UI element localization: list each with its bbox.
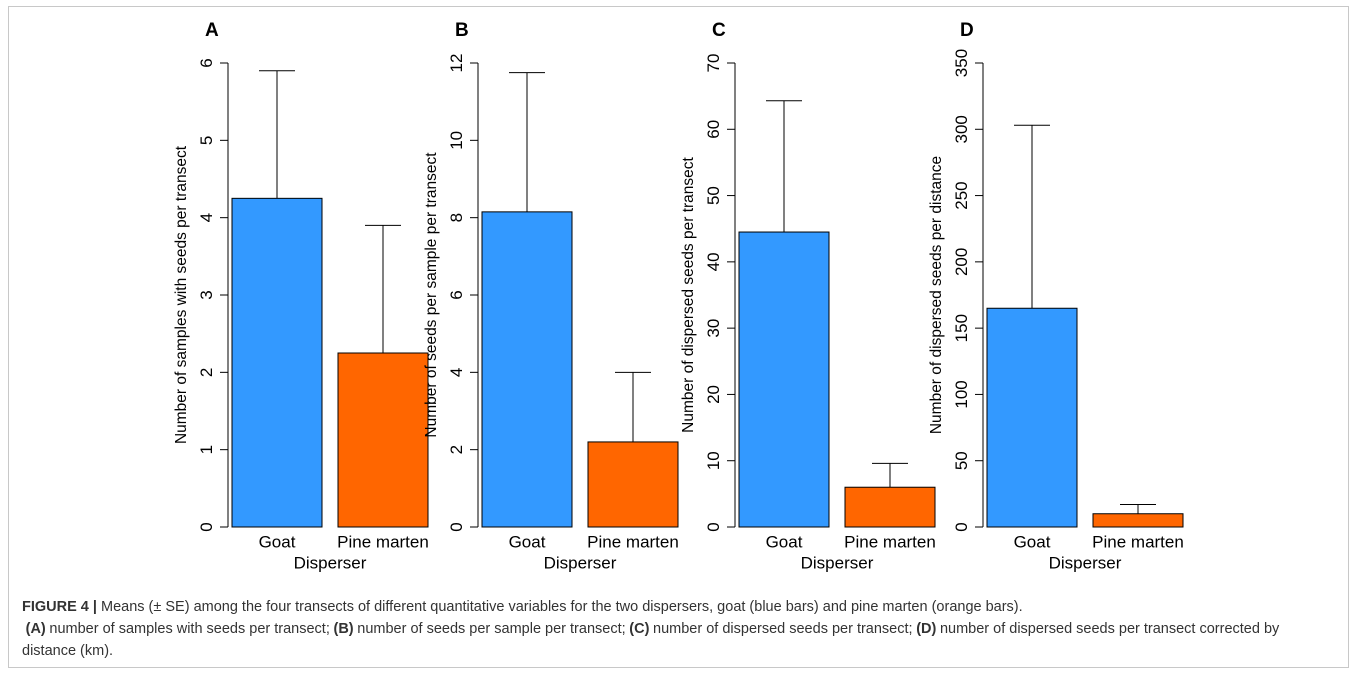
y-tick-label: 50 [952, 451, 971, 470]
x-tick-label: Pine marten [1092, 532, 1184, 551]
y-tick-label: 0 [704, 522, 723, 531]
y-axis-label: Number of samples with seeds per transec… [173, 145, 190, 444]
y-tick-label: 5 [197, 136, 216, 145]
y-tick-label: 30 [704, 319, 723, 338]
bar [482, 212, 572, 527]
y-tick-label: 200 [952, 248, 971, 276]
caption-item-key: (A) [26, 621, 46, 637]
panel-label: A [205, 20, 219, 41]
x-tick-label: Goat [1014, 532, 1051, 551]
y-tick-label: 350 [952, 49, 971, 77]
bar [338, 353, 428, 527]
x-tick-label: Pine marten [844, 532, 936, 551]
caption-label: FIGURE 4 | [22, 599, 97, 615]
y-tick-label: 50 [704, 186, 723, 205]
y-axis-label: Number of dispersed seeds per distance [928, 156, 945, 434]
x-tick-label: Pine marten [337, 532, 429, 551]
y-tick-label: 4 [197, 213, 216, 222]
caption: FIGURE 4 | Means (± SE) among the four t… [22, 596, 1332, 662]
y-tick-label: 0 [952, 522, 971, 531]
caption-item-key: (C) [629, 621, 649, 637]
y-tick-label: 1 [197, 445, 216, 454]
y-tick-label: 10 [704, 451, 723, 470]
panel-label: D [960, 20, 974, 41]
y-tick-label: 40 [704, 252, 723, 271]
caption-item-text: number of samples with seeds per transec… [49, 621, 329, 637]
x-axis-label: Disperser [801, 553, 874, 572]
y-tick-label: 2 [447, 445, 466, 454]
caption-item-text: number of dispersed seeds per transect; [653, 621, 913, 637]
caption-items: (A)number of samples with seeds per tran… [22, 621, 1279, 659]
y-tick-label: 70 [704, 54, 723, 73]
y-tick-label: 3 [197, 290, 216, 299]
caption-item-key: (B) [333, 621, 353, 637]
x-tick-label: Pine marten [587, 532, 679, 551]
caption-item-key: (D) [916, 621, 936, 637]
y-axis-label: Number of seeds per sample per transect [423, 152, 440, 438]
y-tick-label: 6 [197, 58, 216, 67]
y-tick-label: 12 [447, 54, 466, 73]
figure: A0123456Number of samples with seeds per… [0, 0, 1357, 691]
y-tick-label: 300 [952, 115, 971, 143]
x-axis-label: Disperser [294, 553, 367, 572]
bar [588, 442, 678, 527]
x-tick-label: Goat [509, 532, 546, 551]
bar [739, 232, 829, 527]
y-tick-label: 0 [197, 522, 216, 531]
y-tick-label: 2 [197, 368, 216, 377]
y-tick-label: 20 [704, 385, 723, 404]
caption-text: Means (± SE) among the four transects of… [101, 599, 1023, 615]
panel-label: B [455, 20, 469, 41]
x-tick-label: Goat [766, 532, 803, 551]
bar [987, 308, 1077, 527]
y-tick-label: 0 [447, 522, 466, 531]
y-tick-label: 8 [447, 213, 466, 222]
caption-item-text: number of seeds per sample per transect; [357, 621, 625, 637]
y-tick-label: 60 [704, 120, 723, 139]
bar [845, 487, 935, 527]
y-tick-label: 150 [952, 314, 971, 342]
x-tick-label: Goat [259, 532, 296, 551]
y-axis-label: Number of dispersed seeds per transect [680, 156, 697, 432]
bar [1093, 514, 1183, 527]
bar [232, 198, 322, 527]
y-tick-label: 250 [952, 181, 971, 209]
y-tick-label: 4 [447, 368, 466, 377]
y-tick-label: 10 [447, 131, 466, 150]
x-axis-label: Disperser [544, 553, 617, 572]
x-axis-label: Disperser [1049, 553, 1122, 572]
panel-label: C [712, 20, 726, 41]
y-tick-label: 100 [952, 380, 971, 408]
y-tick-label: 6 [447, 290, 466, 299]
